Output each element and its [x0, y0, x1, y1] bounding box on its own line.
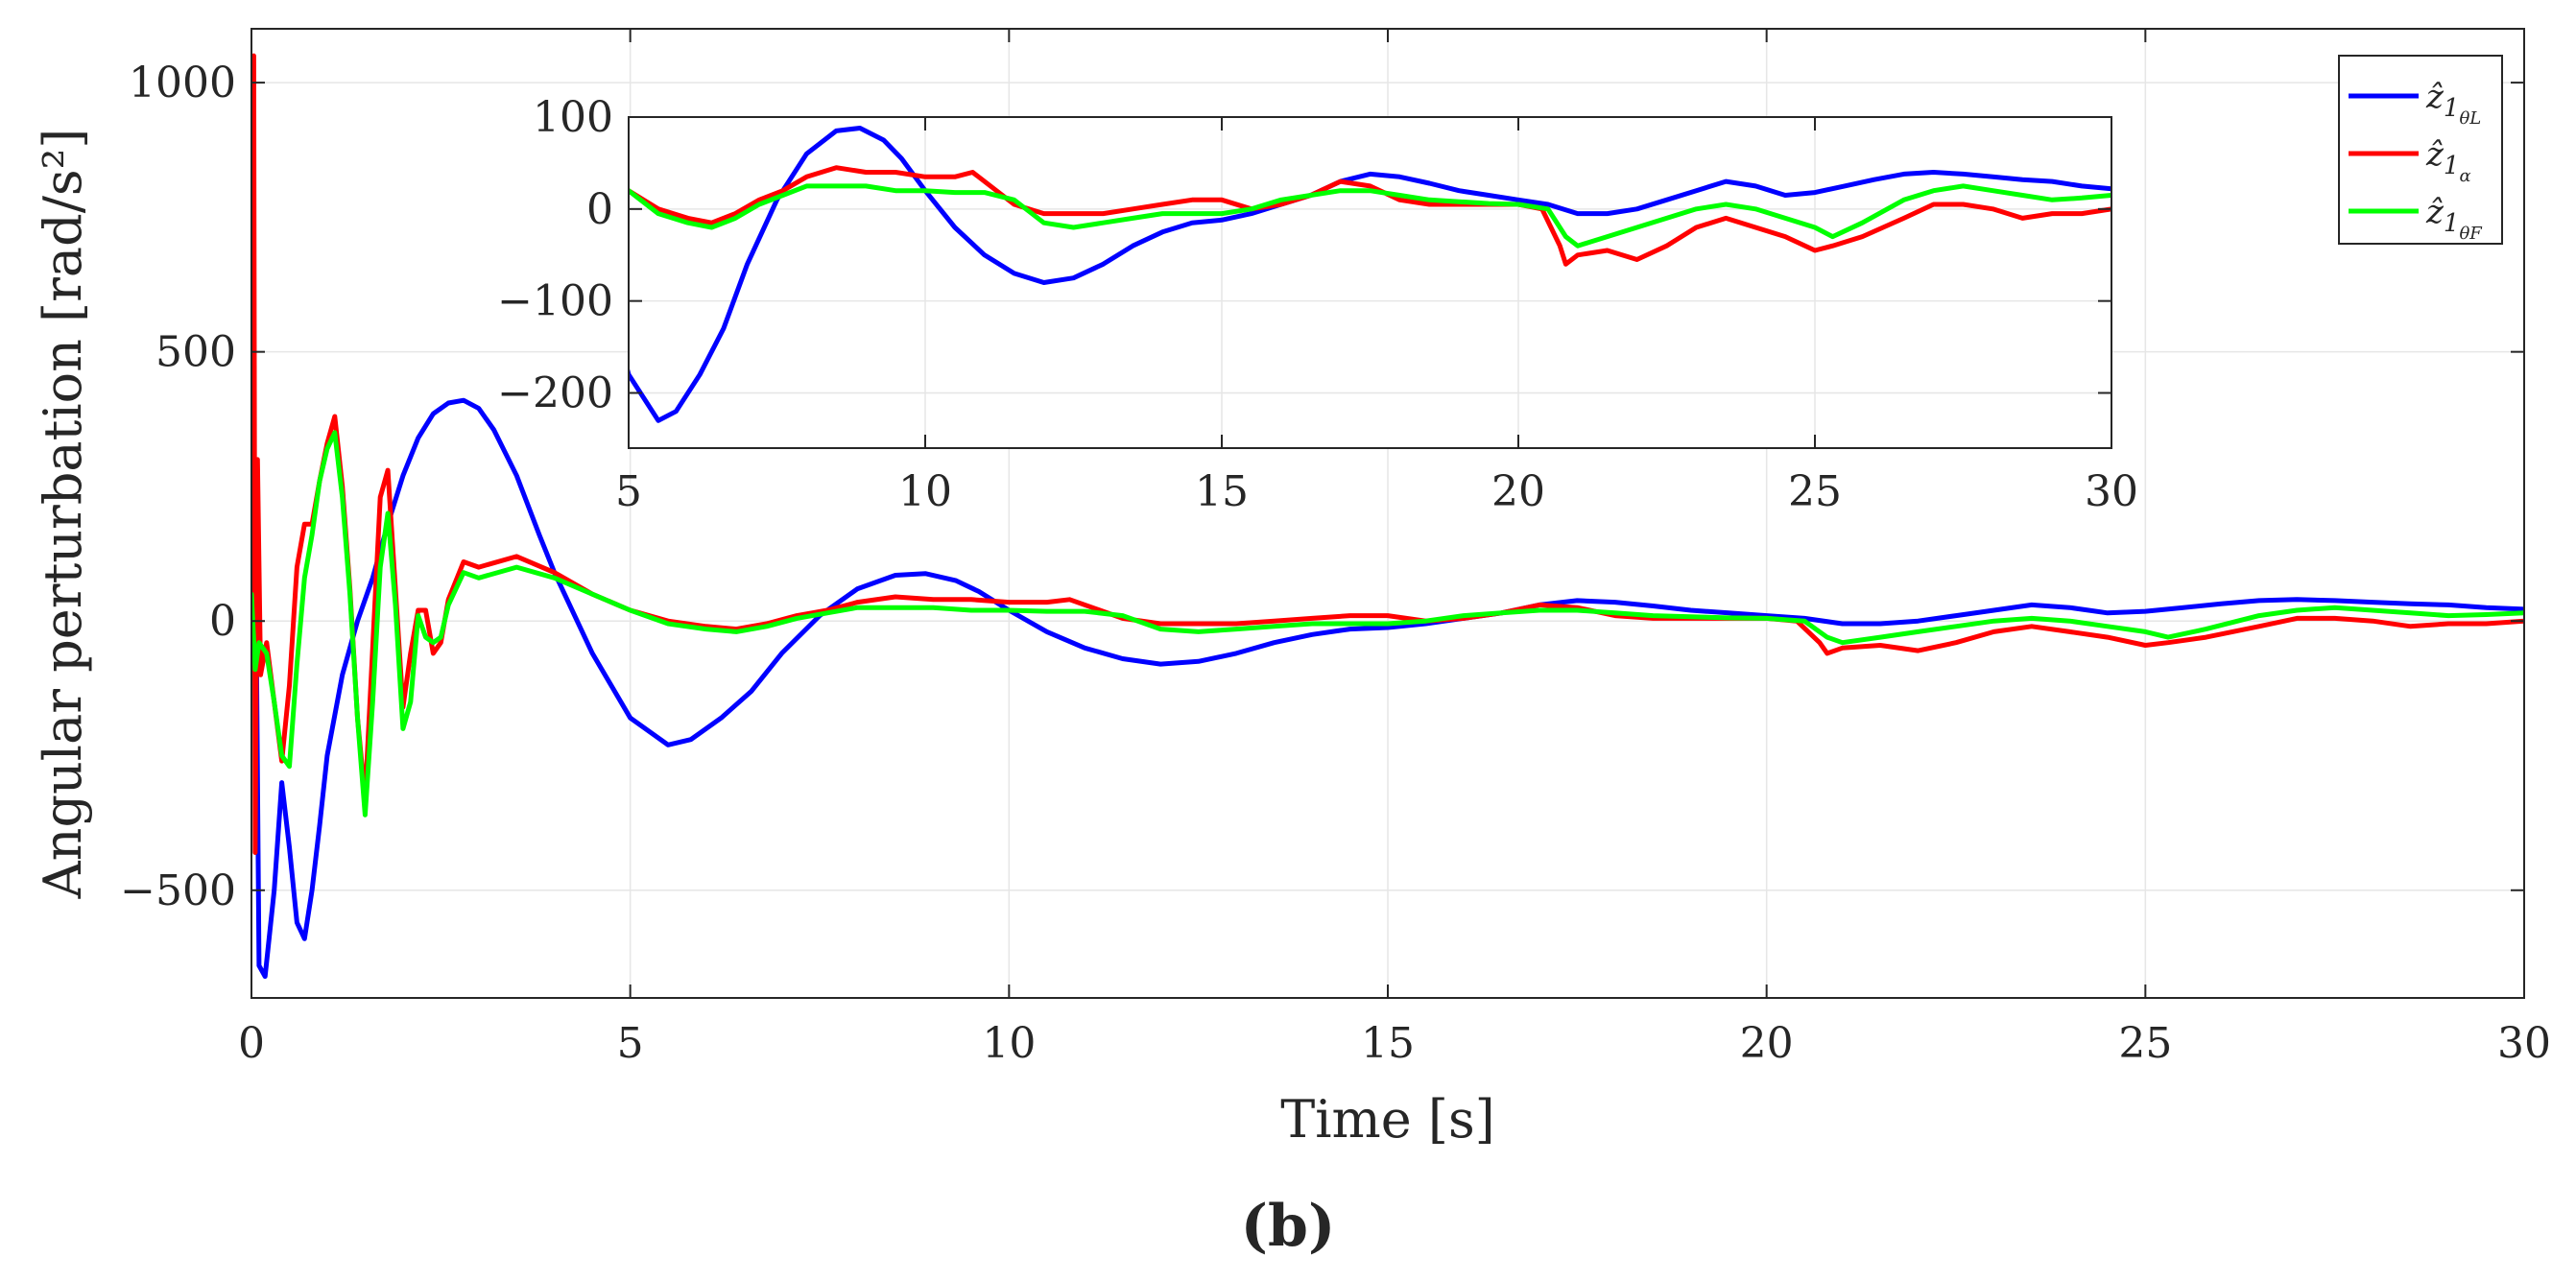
main-y-tick-label: 500: [155, 328, 236, 377]
legend-label: ẑ1θF: [2425, 193, 2483, 244]
inset-y-tick-label: −100: [497, 277, 613, 326]
inset-x-tick-label: 20: [1491, 467, 1545, 516]
legend-label: ẑ1θL: [2425, 78, 2481, 129]
figure-caption: (b): [1241, 1193, 1336, 1260]
inset-y-tick-label: 0: [586, 185, 613, 234]
main-y-tick-label: 1000: [129, 59, 236, 107]
y-axis-label: Angular perturbation [rad/s²]: [33, 129, 93, 900]
main-series-lines: [251, 53, 2524, 980]
main-x-tick-label: 20: [1740, 1019, 1794, 1068]
inset-series-line-z1_thetaF: [629, 183, 2111, 249]
main-series-line-z1_thetaL: [251, 397, 2524, 980]
main-series-line-z1_thetaF: [251, 430, 2524, 818]
main-x-tick-label: 25: [2118, 1019, 2172, 1068]
inset-x-tick-label: 10: [898, 467, 952, 516]
inset-series-line-z1_alpha: [629, 165, 2111, 267]
main-x-tick-label: 5: [617, 1019, 644, 1068]
inset-x-tick-label: 15: [1195, 467, 1249, 516]
legend-label: ẑ1α: [2425, 135, 2471, 186]
legend: ẑ1θL ẑ1α ẑ1θF: [2338, 55, 2503, 245]
main-x-tick-label: 10: [982, 1019, 1036, 1068]
main-x-tick-label: 30: [2497, 1019, 2551, 1068]
inset-x-tick-label: 5: [615, 467, 642, 516]
inset-x-tick-label: 25: [1788, 467, 1842, 516]
main-x-tick-label: 0: [238, 1019, 265, 1068]
inset-y-tick-label: 100: [533, 93, 613, 142]
x-axis-label: Time [s]: [1280, 1089, 1494, 1150]
inset-series-lines: [629, 126, 2111, 423]
inset-ticks: 5 10 15 20 25 30 −200 −100 0 100: [497, 93, 2138, 516]
inset-y-tick-label: −200: [497, 369, 613, 418]
main-y-tick-label: 0: [209, 597, 236, 646]
main-y-tick-label: −500: [120, 866, 236, 915]
inset-chart: 5 10 15 20 25 30 −200 −100 0 100: [497, 93, 2138, 516]
main-x-tick-label: 15: [1361, 1019, 1415, 1068]
inset-x-tick-label: 30: [2085, 467, 2138, 516]
